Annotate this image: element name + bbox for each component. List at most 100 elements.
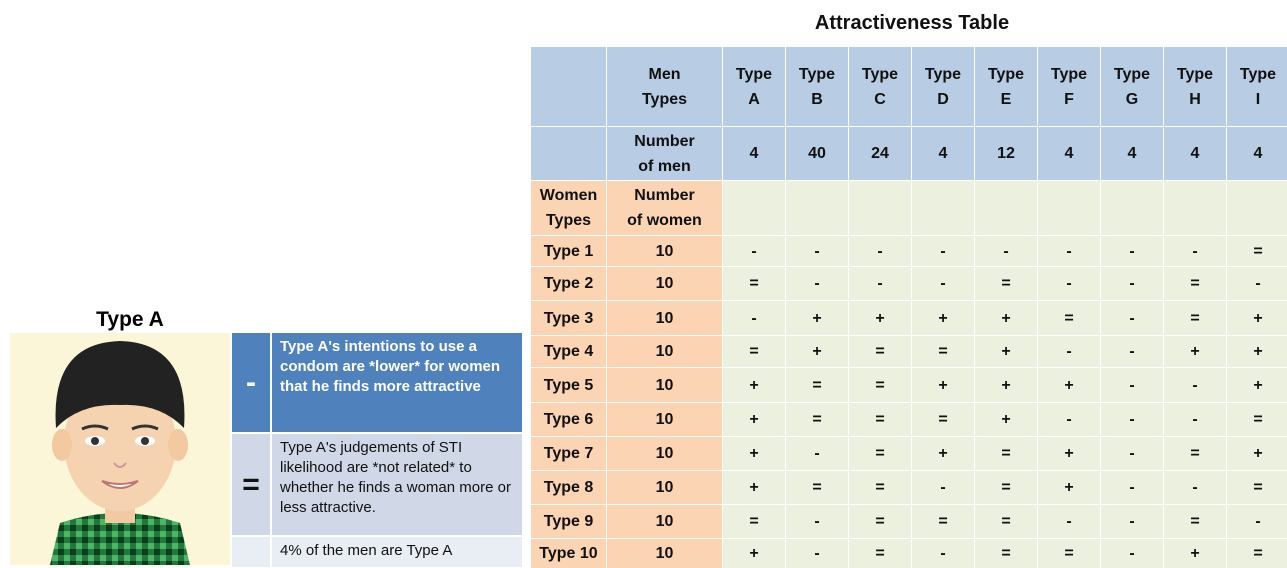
cell-text: - [814,513,819,530]
table-cell: = [1164,301,1227,336]
table-cell: = [975,471,1038,505]
cell-text: = [812,411,821,428]
table-cell: Type G [1101,47,1164,127]
table-cell: + [723,437,786,471]
cell-text: = [749,513,758,530]
cell-text: Type 10 [539,545,597,562]
table-cell: 10 [607,336,723,368]
table-cell: = [849,336,912,368]
cell-text: = [1064,310,1073,327]
cell-text: = [749,343,758,360]
table-cell: = [723,267,786,301]
cell-text: Type 7 [544,445,594,462]
table-cell: - [912,539,975,568]
cell-text: = [875,343,884,360]
legend-row: 4% of the men are Type A [232,535,522,567]
table-cell: - [723,301,786,336]
table-cell: 10 [607,539,723,568]
cell-text: - [1129,513,1134,530]
table-cell: + [1164,539,1227,568]
table-cell: + [723,403,786,437]
table-cell: = [912,336,975,368]
table-cell: + [975,368,1038,403]
table-cell: 4 [723,127,786,181]
table-cell: - [1227,505,1287,539]
cell-text: + [1001,310,1010,327]
cell-text: - [1066,243,1071,260]
table-cell [1164,181,1227,236]
cell-text: + [1253,343,1262,360]
cell-text: + [1253,310,1262,327]
cell-text: - [1192,377,1197,394]
cell-text: - [1255,513,1260,530]
table-cell: Type H [1164,47,1227,127]
table-cell: + [912,368,975,403]
table-cell: - [786,539,849,568]
table-cell: Type D [912,47,975,127]
table-cell: + [849,301,912,336]
cell-text: - [1129,243,1134,260]
table-cell: 10 [607,301,723,336]
table-cell: = [912,505,975,539]
cell-text: - [940,243,945,260]
table-cell: 10 [607,471,723,505]
table-cell: = [975,539,1038,568]
cell-text: - [940,275,945,292]
table-cell: + [1227,301,1287,336]
table-cell: - [1038,403,1101,437]
table-cell: + [723,368,786,403]
cell-text: 10 [656,275,674,292]
profile-name: Type A [40,308,220,332]
table-cell: Type F [1038,47,1101,127]
cell-text: = [1001,479,1010,496]
cell-text: Type 3 [544,310,594,327]
table-cell [975,181,1038,236]
cell-text: + [749,445,758,462]
cell-text: = [1190,513,1199,530]
cell-text: 10 [656,343,674,360]
legend-text: Type A's judgements of STI likelihood ar… [270,434,522,535]
table-cell [723,181,786,236]
table-cell: - [1038,336,1101,368]
cell-text: + [1064,445,1073,462]
cell-text: = [749,275,758,292]
legend-row: = Type A's judgements of STI likelihood … [232,432,522,535]
cell-text: Number of women [627,183,703,233]
cell-text: - [1066,343,1071,360]
cell-text: + [1001,377,1010,394]
table-cell: - [912,236,975,267]
cell-text: Type H [1177,62,1213,112]
table-cell: + [975,403,1038,437]
cell-text: 10 [656,377,674,394]
table-cell: - [1164,368,1227,403]
table-cell: = [786,471,849,505]
cell-text: - [940,545,945,562]
cell-text: + [938,310,947,327]
cell-text: + [1064,479,1073,496]
table-cell [1101,181,1164,236]
table-cell: = [849,368,912,403]
legend-row: - Type A's intentions to use a condom ar… [232,333,522,432]
table-cell: Type 2 [531,267,607,301]
table-cell: = [912,403,975,437]
table-cell: + [1227,368,1287,403]
table-cell: Type 6 [531,403,607,437]
table-cell: + [1038,437,1101,471]
table-title: Attractiveness Table [700,12,1124,35]
table-cell: - [1164,471,1227,505]
cell-text: Type 8 [544,479,594,496]
table-cell [912,181,975,236]
cell-text: 4 [1128,145,1137,162]
table-cell [849,181,912,236]
cell-text: 10 [656,513,674,530]
cell-text: Type 5 [544,377,594,394]
cell-text: = [875,411,884,428]
legend-note: 4% of the men are Type A [270,537,522,567]
table-cell: - [1101,368,1164,403]
cell-text: - [1129,343,1134,360]
avatar [10,333,230,565]
